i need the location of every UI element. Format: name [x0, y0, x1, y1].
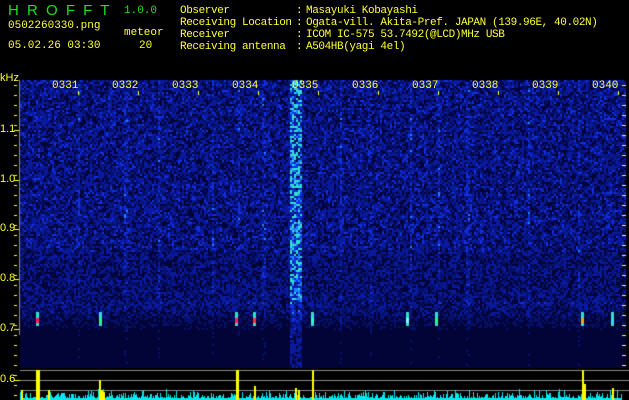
time-label: 0336: [352, 80, 379, 92]
time-label: 0334: [232, 80, 259, 92]
info-value-antenna: A504HB(yagi 4el): [306, 41, 406, 53]
date-time: 05.02.26 03:30: [8, 40, 101, 52]
info-value-location: Ogata-vill. Akita-Pref. JAPAN (139.96E, …: [306, 17, 598, 29]
meteor-count: 20: [139, 40, 153, 52]
info-colon: :: [296, 29, 303, 41]
y-tick-label: 0.9: [0, 222, 16, 234]
app-version: 1.0.0: [124, 5, 158, 17]
info-value-receiver: ICOM IC-575 53.7492(@LCD)MHz USB: [306, 29, 505, 41]
app-title: H R O F F T: [8, 2, 112, 19]
info-colon: :: [296, 17, 303, 29]
y-tick-label: 0.7: [0, 322, 16, 334]
info-colon: :: [296, 5, 303, 17]
file-name: 0502260330.png: [8, 20, 101, 32]
info-label-observer: Observer: [180, 5, 230, 17]
time-label: 0340: [592, 80, 619, 92]
info-label-antenna: Receiving antenna: [180, 41, 286, 53]
y-tick-label: 1.0: [0, 173, 16, 185]
time-label: 0337: [412, 80, 439, 92]
time-label: 0335: [292, 80, 319, 92]
info-label-location: Receiving Location: [180, 17, 292, 29]
y-tick-label: 0.8: [0, 272, 16, 284]
time-label: 0332: [112, 80, 139, 92]
info-label-receiver: Receiver: [180, 29, 230, 41]
time-label: 0333: [172, 80, 199, 92]
y-tick-label: 1.1: [0, 123, 16, 135]
time-label: 0331: [52, 80, 79, 92]
time-label: 0339: [532, 80, 559, 92]
meteor-label: meteor: [124, 27, 164, 39]
info-colon: :: [296, 41, 303, 53]
time-label: 0338: [472, 80, 499, 92]
y-axis-unit: kHz: [0, 72, 19, 84]
info-value-observer: Masayuki Kobayashi: [306, 5, 418, 17]
y-tick-label: 0.6: [0, 373, 16, 385]
